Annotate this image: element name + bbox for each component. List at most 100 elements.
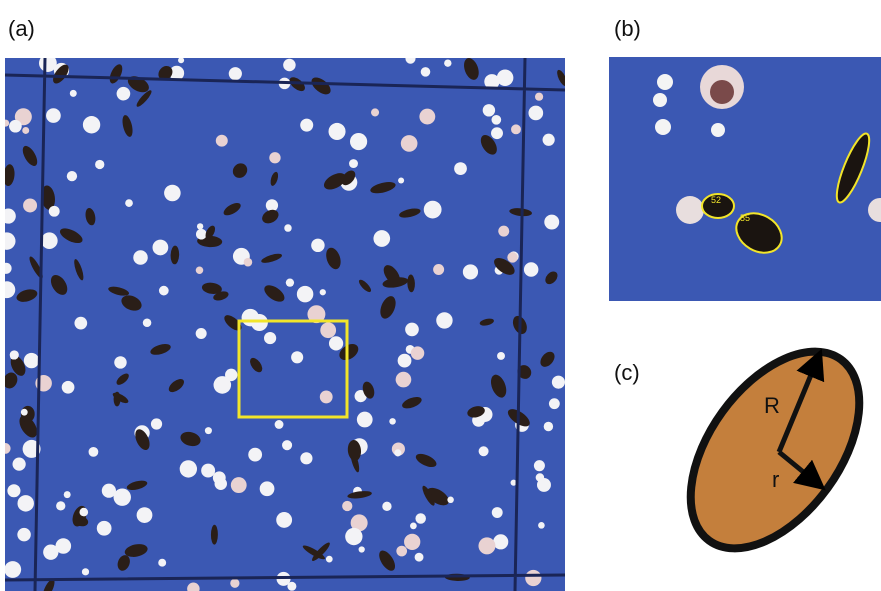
cell [511, 124, 521, 134]
cell [180, 460, 197, 477]
cell [216, 135, 228, 147]
cell [178, 57, 184, 63]
cell [43, 545, 58, 560]
cell [67, 171, 77, 181]
cell [497, 69, 514, 86]
cell [286, 278, 294, 286]
cell [479, 446, 489, 456]
cell [133, 250, 147, 264]
cell [389, 418, 396, 425]
cell [7, 484, 20, 497]
cell [433, 264, 444, 275]
cell [447, 497, 454, 504]
cell [436, 312, 452, 328]
cell [300, 119, 313, 132]
cell [205, 427, 212, 434]
cell [329, 123, 346, 140]
cell [544, 422, 553, 431]
cell [463, 264, 478, 279]
cell [196, 229, 207, 240]
cell [405, 323, 419, 337]
cell [46, 108, 61, 123]
cell [196, 266, 204, 274]
cell [56, 501, 65, 510]
cell [64, 491, 71, 498]
cell [251, 314, 268, 331]
cell [536, 473, 544, 481]
cell [497, 352, 505, 360]
cell [710, 80, 734, 104]
cell [74, 317, 87, 330]
cell [283, 59, 296, 72]
cell [357, 412, 373, 428]
cell [320, 322, 336, 338]
cell [248, 448, 262, 462]
cell [329, 336, 343, 350]
cell [552, 376, 565, 389]
ellipse [657, 321, 881, 579]
cell [275, 420, 284, 429]
cell [159, 286, 169, 296]
cell [143, 318, 152, 327]
figure: (a) (b) (c) 52 55 R r [0, 0, 881, 591]
cell [17, 528, 30, 541]
cell [197, 223, 203, 229]
micrograph-a [0, 54, 569, 591]
cell [657, 74, 673, 90]
cell [534, 460, 545, 471]
cell [49, 206, 60, 217]
cell [89, 447, 99, 457]
cell [117, 87, 131, 101]
cell [320, 289, 326, 295]
cell [493, 534, 508, 549]
axis-label: R [764, 393, 780, 418]
cell [2, 120, 9, 127]
cell [528, 106, 543, 121]
cell [359, 546, 365, 552]
cell [4, 561, 21, 578]
panel-label: (a) [8, 16, 35, 41]
cell [196, 328, 207, 339]
cell [415, 553, 424, 562]
cell [9, 120, 22, 133]
cell [39, 54, 57, 72]
cell [543, 134, 555, 146]
cell [158, 559, 166, 567]
cell [114, 356, 126, 368]
cell [350, 133, 367, 150]
cell [492, 507, 503, 518]
cell [421, 67, 431, 77]
cell [23, 199, 37, 213]
cell [13, 458, 26, 471]
cell [498, 226, 509, 237]
ellipse-diagram: R r [657, 321, 881, 579]
cell [114, 488, 131, 505]
cell [653, 93, 667, 107]
cell [229, 67, 242, 80]
cell [676, 196, 704, 224]
cell [62, 381, 75, 394]
panel-label: (c) [614, 360, 640, 385]
cell [398, 354, 412, 368]
cell [284, 224, 291, 231]
cell [507, 252, 517, 262]
cell [0, 443, 11, 454]
cell [444, 59, 451, 66]
cell [137, 507, 153, 523]
cell [491, 115, 501, 125]
cell [264, 332, 276, 344]
cell [83, 116, 100, 133]
particle-label: 52 [711, 195, 721, 205]
cell [342, 501, 352, 511]
cell [483, 104, 495, 116]
cell [396, 546, 407, 557]
cell [260, 481, 275, 496]
cell [394, 449, 401, 456]
cell [41, 232, 58, 249]
cell [382, 502, 391, 511]
cell [401, 135, 418, 152]
cell [276, 512, 292, 528]
cell [269, 152, 280, 163]
cell [266, 199, 278, 211]
cell [225, 369, 237, 381]
